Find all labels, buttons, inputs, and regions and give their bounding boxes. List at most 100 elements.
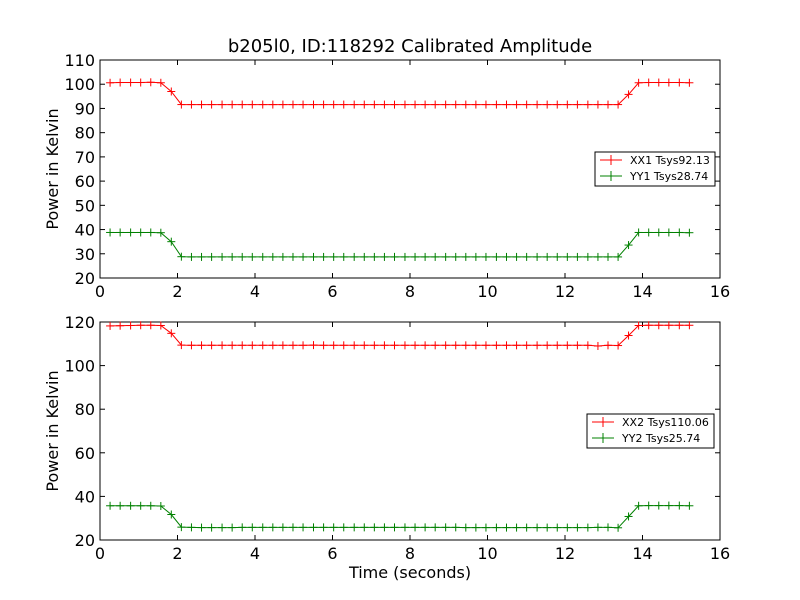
data-point	[136, 321, 145, 330]
data-point	[481, 523, 490, 532]
data-point	[553, 100, 562, 109]
data-point	[390, 341, 399, 350]
data-point	[238, 100, 247, 109]
data-point	[614, 100, 623, 109]
y-tick-label: 20	[75, 269, 95, 288]
x-tick-label: 2	[172, 282, 182, 301]
x-tick-label: 8	[405, 544, 415, 563]
x-tick-label: 16	[710, 544, 730, 563]
data-point	[268, 252, 277, 261]
data-point	[593, 523, 602, 532]
data-point	[258, 100, 267, 109]
data-point	[644, 228, 653, 237]
data-point	[288, 341, 297, 350]
data-point	[350, 252, 359, 261]
top-panel: 0 2 4 6 8 10 12 14 16 20 30 40 50 60 70 80 90 100 110 Powe…	[43, 51, 730, 301]
legend: XX2 Tsys110.06 YY2 Tsys25.74	[586, 413, 715, 449]
data-point	[319, 523, 328, 532]
data-point	[187, 341, 196, 350]
data-point	[685, 501, 694, 510]
data-point	[492, 100, 501, 109]
data-point	[106, 321, 115, 330]
data-point	[604, 252, 613, 261]
x-tick-label: 6	[327, 282, 337, 301]
data-point	[644, 501, 653, 510]
data-point	[411, 252, 420, 261]
data-point	[126, 78, 135, 87]
data-point	[563, 100, 572, 109]
x-tick-label: 12	[555, 544, 575, 563]
data-point	[116, 228, 125, 237]
data-point	[228, 252, 237, 261]
data-point	[654, 321, 663, 330]
data-point	[106, 501, 115, 510]
data-point	[675, 78, 684, 87]
data-point	[441, 252, 450, 261]
y-tick-label: 100	[64, 357, 95, 376]
x-tick-label: 10	[477, 544, 497, 563]
x-tick-label: 0	[95, 282, 105, 301]
data-point	[248, 100, 257, 109]
data-point	[238, 523, 247, 532]
data-point	[207, 523, 216, 532]
data-point	[350, 523, 359, 532]
data-point	[553, 252, 562, 261]
data-point	[360, 252, 369, 261]
data-point	[492, 252, 501, 261]
data-point	[309, 252, 318, 261]
y-tick-label: 20	[75, 531, 95, 550]
data-point	[471, 341, 480, 350]
x-tick-label: 2	[172, 544, 182, 563]
data-point	[268, 341, 277, 350]
data-point	[604, 100, 613, 109]
x-tick-label: 14	[632, 282, 652, 301]
x-tick-label: 16	[710, 282, 730, 301]
data-point	[675, 501, 684, 510]
data-point	[461, 100, 470, 109]
data-point	[654, 501, 663, 510]
data-point	[380, 252, 389, 261]
data-point	[187, 523, 196, 532]
legend: XX1 Tsys92.13 YY1 Tsys28.74	[594, 151, 716, 187]
data-point	[278, 252, 287, 261]
data-point	[339, 523, 348, 532]
data-point	[146, 228, 155, 237]
data-point	[136, 78, 145, 87]
data-point	[441, 341, 450, 350]
tick-marks	[99, 321, 721, 541]
data-point	[218, 523, 227, 532]
data-point	[350, 341, 359, 350]
data-point	[481, 341, 490, 350]
data-point	[126, 228, 135, 237]
data-point	[360, 100, 369, 109]
data-point	[492, 341, 501, 350]
data-point	[563, 523, 572, 532]
series-line	[110, 81, 690, 106]
data-point	[390, 252, 399, 261]
y-tick-label: 70	[75, 148, 95, 167]
data-point	[218, 341, 227, 350]
data-point	[207, 341, 216, 350]
data-point	[380, 523, 389, 532]
data-point	[207, 252, 216, 261]
data-point	[624, 241, 633, 250]
data-point	[400, 100, 409, 109]
data-point	[116, 321, 125, 330]
data-point	[146, 501, 155, 510]
y-tick-label: 40	[75, 221, 95, 240]
data-point	[106, 228, 115, 237]
data-point	[593, 252, 602, 261]
data-point	[624, 331, 633, 340]
data-point	[664, 78, 673, 87]
data-point	[187, 100, 196, 109]
data-point	[177, 252, 186, 261]
data-point	[197, 341, 206, 350]
series-layer	[106, 321, 694, 532]
legend-frame	[594, 151, 716, 187]
data-point	[685, 78, 694, 87]
data-point	[258, 341, 267, 350]
data-point	[441, 100, 450, 109]
data-point	[451, 252, 460, 261]
data-point	[644, 321, 653, 330]
data-point	[421, 100, 430, 109]
